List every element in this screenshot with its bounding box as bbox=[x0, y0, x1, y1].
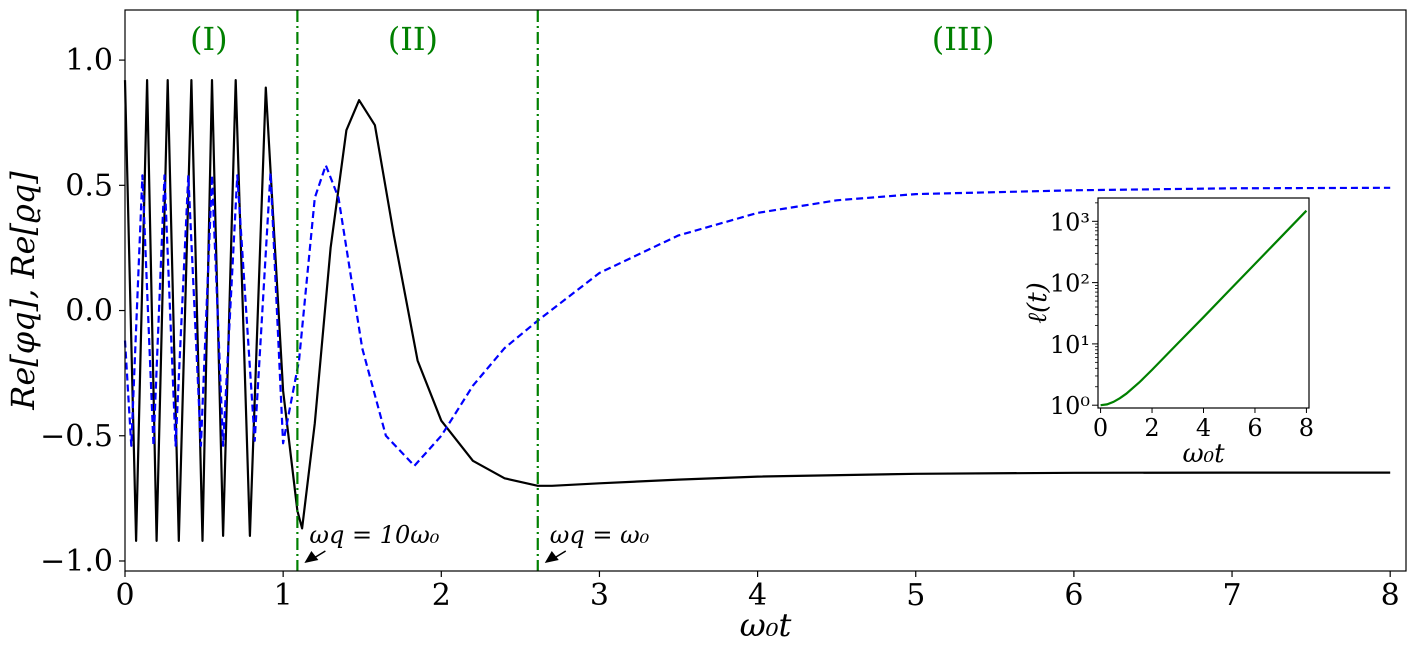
x-tick-label: 1 bbox=[274, 578, 293, 613]
annotation-label-2: ωq = ω₀ bbox=[550, 521, 650, 549]
y-tick-label: −1.0 bbox=[40, 544, 113, 579]
series-solid-line bbox=[123, 78, 1391, 543]
inset-series-line bbox=[1100, 209, 1308, 407]
inset-y-tick-label: 10⁰ bbox=[1050, 392, 1090, 420]
inset-x-axis-label: ω₀t bbox=[1182, 439, 1225, 469]
inset-y-tick-label: 10¹ bbox=[1050, 331, 1090, 359]
series-dashed-line bbox=[123, 164, 1391, 467]
inset-x-tick-label: 2 bbox=[1144, 414, 1159, 442]
x-tick-label: 8 bbox=[1381, 578, 1400, 613]
inset-x-tick-label: 8 bbox=[1299, 414, 1314, 442]
inset-y-tick-label: 10³ bbox=[1050, 208, 1090, 236]
inset-y-axis-label: ℓ(t) bbox=[1023, 282, 1053, 324]
region-label-2: (II) bbox=[388, 20, 438, 58]
inset-x-tick-label: 4 bbox=[1196, 414, 1211, 442]
x-tick-label: 3 bbox=[590, 578, 609, 613]
x-tick-label: 5 bbox=[906, 578, 925, 613]
x-tick-label: 0 bbox=[115, 578, 134, 613]
y-tick-label: −0.5 bbox=[40, 419, 113, 454]
x-axis-label: ω₀t bbox=[740, 606, 792, 644]
y-tick-label: 0.0 bbox=[65, 294, 113, 329]
inset-y-tick-label: 10² bbox=[1050, 270, 1090, 298]
region-label-3: (III) bbox=[932, 20, 995, 58]
annotation-arrowhead-1 bbox=[304, 551, 319, 563]
region-label-1: (I) bbox=[190, 20, 228, 58]
inset-x-tick-label: 6 bbox=[1247, 414, 1262, 442]
x-tick-label: 4 bbox=[748, 578, 767, 613]
main-axes-frame bbox=[124, 9, 1407, 572]
x-tick-label: 6 bbox=[1064, 578, 1083, 613]
annotation-label-1: ωq = 10ω₀ bbox=[309, 521, 439, 549]
y-tick-label: 1.0 bbox=[65, 43, 113, 78]
x-tick-label: 2 bbox=[432, 578, 451, 613]
annotation-arrowhead-2 bbox=[544, 551, 559, 563]
y-tick-label: 0.5 bbox=[65, 168, 113, 203]
y-axis-label: Re[φq], Re[ϱq] bbox=[4, 171, 42, 411]
inset-background bbox=[1098, 198, 1309, 408]
x-tick-label: 7 bbox=[1222, 578, 1241, 613]
inset-x-tick-label: 0 bbox=[1093, 414, 1108, 442]
